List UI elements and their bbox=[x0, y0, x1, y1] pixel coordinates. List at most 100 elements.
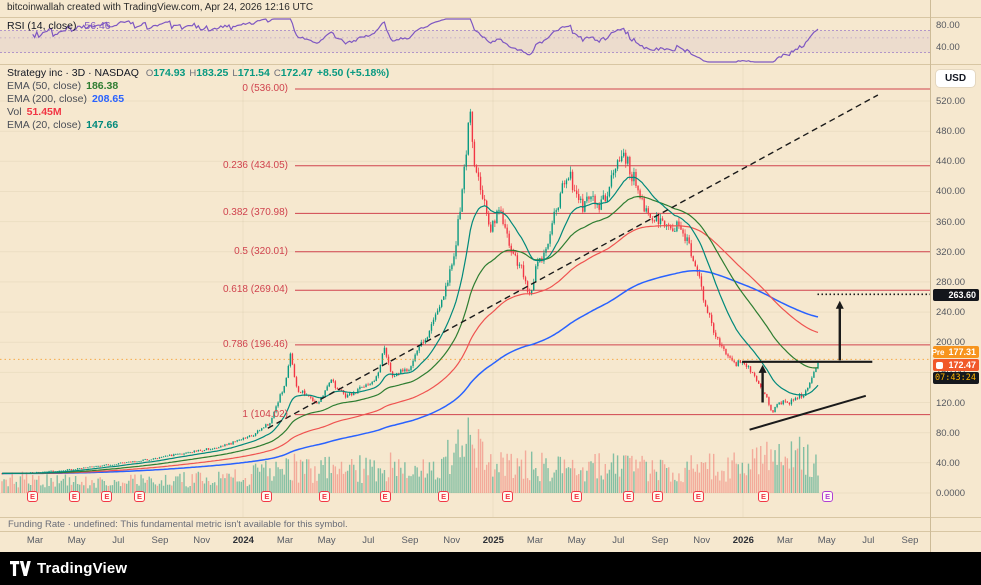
earnings-icon[interactable]: E bbox=[319, 491, 331, 502]
tradingview-logo-icon bbox=[10, 561, 31, 576]
time-axis-label[interactable]: Mar bbox=[26, 535, 44, 546]
price-tick: 400.00 bbox=[936, 186, 966, 198]
time-axis-label[interactable]: Sep bbox=[151, 535, 169, 546]
price-tick: 40.00 bbox=[936, 457, 960, 469]
earnings-icon[interactable]: E bbox=[502, 491, 514, 502]
ohlc-letter: L bbox=[232, 68, 238, 79]
time-axis-label[interactable]: May bbox=[67, 535, 86, 546]
time-axis-label[interactable]: Sep bbox=[651, 535, 669, 546]
ohlc-values: O174.93 H183.25 L171.54 C172.47 bbox=[146, 67, 317, 79]
time-axis-label[interactable]: Mar bbox=[776, 535, 794, 546]
indicator-legend-row[interactable]: Vol 51.45M bbox=[7, 106, 389, 119]
earnings-icon[interactable]: E bbox=[134, 491, 145, 502]
earnings-icon[interactable]: E bbox=[379, 491, 391, 502]
time-axis-label[interactable]: Jul bbox=[112, 535, 125, 546]
pane-separator[interactable] bbox=[0, 517, 981, 518]
time-axis-label[interactable]: Mar bbox=[276, 535, 294, 546]
pane-separator[interactable] bbox=[0, 64, 981, 65]
price-tick: 80.00 bbox=[936, 427, 960, 439]
ohlc-value: 172.47 bbox=[280, 67, 313, 79]
rsi-legend[interactable]: RSI (14, close) 56.46 bbox=[7, 20, 111, 33]
earnings-icon[interactable]: E bbox=[623, 491, 635, 502]
earnings-icon[interactable]: E bbox=[27, 491, 39, 502]
pane-separator[interactable] bbox=[0, 17, 981, 18]
funding-text: Funding Rate · undefined: This fundament… bbox=[8, 519, 348, 530]
time-axis-label[interactable]: May bbox=[567, 535, 586, 546]
indicator-value: 147.66 bbox=[86, 119, 119, 131]
earnings-icon[interactable]: E bbox=[101, 491, 113, 502]
ohlc-letter: C bbox=[273, 68, 281, 79]
attribution-text: bitcoinwallah created with TradingView.c… bbox=[7, 2, 314, 13]
time-axis-label[interactable]: May bbox=[817, 535, 836, 546]
time-axis-label[interactable]: May bbox=[317, 535, 336, 546]
indicator-name: Vol bbox=[7, 106, 22, 118]
rsi-legend-value: 56.46 bbox=[84, 20, 111, 32]
time-axis-label[interactable]: Jul bbox=[362, 535, 375, 546]
rsi-legend-name: RSI (14, close) bbox=[7, 20, 77, 32]
indicator-name: EMA (200, close) bbox=[7, 93, 87, 105]
last-price-badge: 172.47 bbox=[933, 359, 979, 371]
indicator-value: 186.38 bbox=[86, 80, 119, 92]
indicator-legend-rows: EMA (50, close) 186.38 EMA (200, close) 208… bbox=[7, 80, 389, 132]
time-axis-label[interactable]: Mar bbox=[526, 535, 544, 546]
tradingview-logo[interactable]: TradingView bbox=[10, 560, 127, 577]
tradingview-logo-text: TradingView bbox=[37, 560, 128, 577]
price-tick: 320.00 bbox=[936, 246, 966, 258]
time-axis-label[interactable]: 2025 bbox=[482, 535, 504, 546]
rsi-tick: 80.00 bbox=[936, 20, 960, 31]
earnings-icon[interactable]: E bbox=[692, 491, 704, 502]
price-tick: 440.00 bbox=[936, 156, 966, 168]
symbol-legend[interactable]: Strategy inc · 3D · NASDAQ O174.93 H183.25… bbox=[7, 67, 389, 132]
ohlc-value: 183.25 bbox=[196, 67, 229, 79]
earnings-icon[interactable]: E bbox=[571, 491, 583, 502]
price-pane[interactable]: Strategy inc · 3D · NASDAQ O174.93 H183.25… bbox=[0, 64, 930, 517]
indicator-name: EMA (50, close) bbox=[7, 80, 82, 92]
indicator-name: EMA (20, close) bbox=[7, 119, 82, 131]
time-axis-label[interactable]: 2026 bbox=[732, 535, 754, 546]
time-axis-label[interactable]: Jul bbox=[612, 535, 625, 546]
indicator-value: 51.45M bbox=[26, 106, 62, 118]
ema-100-line bbox=[2, 225, 819, 475]
time-axis-label[interactable]: Nov bbox=[193, 535, 211, 546]
ema-200-line bbox=[2, 269, 819, 475]
earnings-icon[interactable]: E bbox=[822, 491, 834, 502]
price-tick: 280.00 bbox=[936, 276, 966, 288]
mstr-logo-icon bbox=[936, 361, 944, 369]
earnings-icon[interactable]: E bbox=[438, 491, 450, 502]
ema-20-line bbox=[1, 176, 819, 475]
symbol-title: Strategy inc · 3D · NASDAQ bbox=[7, 67, 139, 79]
currency-button[interactable]: USD bbox=[936, 70, 975, 87]
time-axis-label[interactable]: Nov bbox=[693, 535, 711, 546]
price-tick: 120.00 bbox=[936, 397, 966, 409]
earnings-icon[interactable]: E bbox=[652, 491, 663, 502]
time-axis-label[interactable]: Nov bbox=[443, 535, 461, 546]
fib-level-label: 0.786 (196.46) bbox=[222, 338, 288, 350]
earnings-icon[interactable]: E bbox=[261, 491, 273, 502]
target-price-badge: 263.60 bbox=[933, 289, 979, 301]
time-axis-label[interactable]: Sep bbox=[401, 535, 419, 546]
support-trendline[interactable] bbox=[749, 394, 867, 431]
rsi-pane[interactable]: RSI (14, close) 56.46 bbox=[0, 17, 930, 64]
indicator-legend-row[interactable]: EMA (200, close) 208.65 bbox=[7, 93, 389, 106]
fib-level-label: 0.236 (434.05) bbox=[222, 159, 288, 171]
ohlc-letter: H bbox=[189, 68, 197, 79]
indicator-legend-row[interactable]: EMA (20, close) 147.66 bbox=[7, 119, 389, 132]
earnings-icon[interactable]: E bbox=[68, 491, 80, 502]
time-axis[interactable]: Mar May Jul Sep Nov 2024 Mar May Jul Sep Nov 2025 Ma… bbox=[0, 531, 930, 552]
rsi-tick: 40.00 bbox=[936, 42, 960, 53]
price-scale[interactable]: USD 263.60 Pre 177.31 172.47 07:43:24 52… bbox=[930, 0, 981, 552]
time-axis-label[interactable]: 2024 bbox=[232, 535, 254, 546]
symbol-ohlc-row: Strategy inc · 3D · NASDAQ O174.93 H183.25… bbox=[7, 67, 389, 80]
time-axis-label[interactable]: Sep bbox=[901, 535, 919, 546]
premarket-label: Pre bbox=[931, 347, 945, 357]
dashed-trendline[interactable] bbox=[267, 94, 879, 429]
price-tick: 240.00 bbox=[936, 307, 966, 319]
indicator-legend-row[interactable]: EMA (50, close) 186.38 bbox=[7, 80, 389, 93]
fib-level-label: 0.618 (269.04) bbox=[222, 284, 288, 296]
indicator-value: 208.65 bbox=[91, 93, 125, 105]
volume-bars-up bbox=[3, 417, 819, 493]
earnings-icon[interactable]: E bbox=[758, 491, 770, 502]
time-axis-label[interactable]: Jul bbox=[862, 535, 875, 546]
rsi-plot bbox=[0, 18, 930, 63]
